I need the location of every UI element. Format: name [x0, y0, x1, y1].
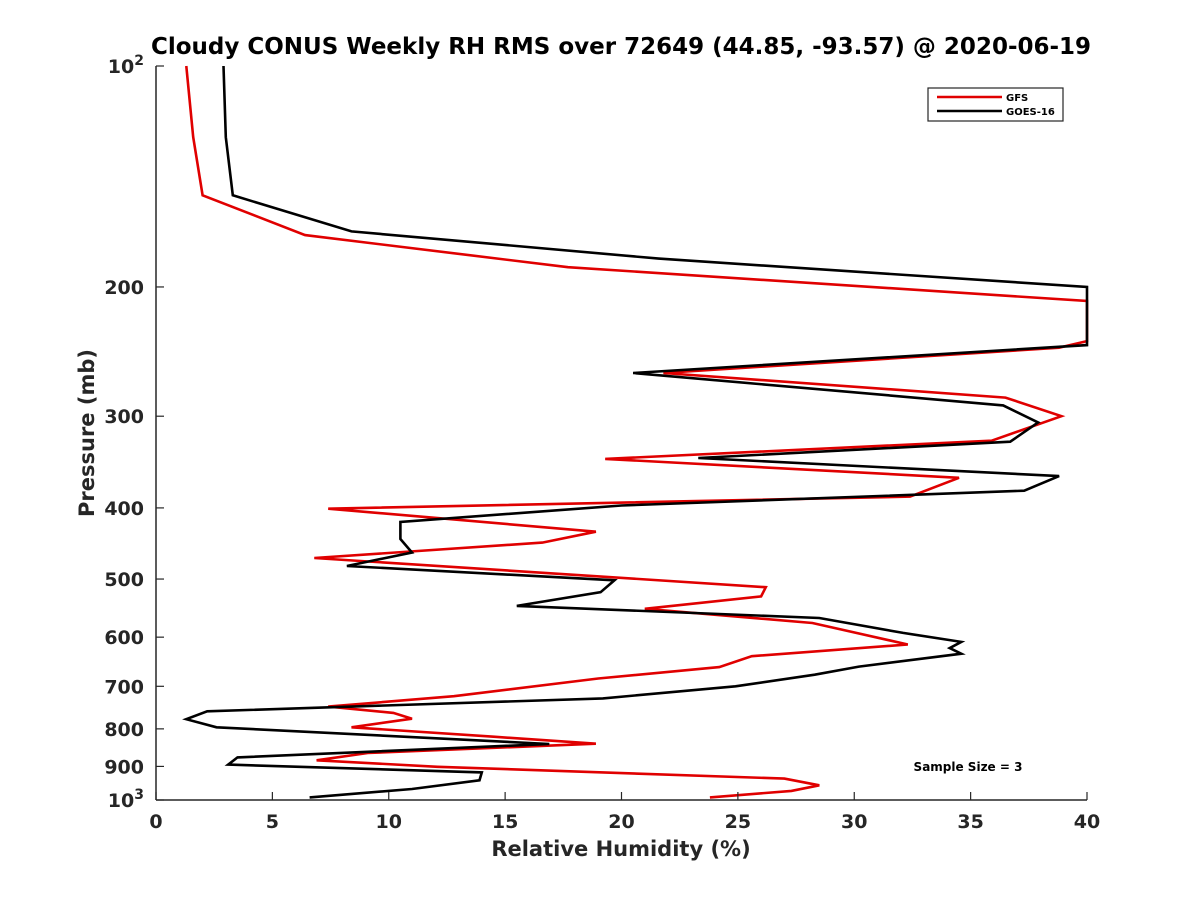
legend-label-goes16: GOES-16: [1006, 107, 1055, 118]
x-tick-label: 25: [725, 811, 751, 833]
series-line-goes16: [182, 65, 1089, 799]
y-tick-label: 200: [104, 277, 144, 299]
x-axis-ticks: 0 5 10 15 20 25 30 35 40: [149, 792, 1100, 833]
y-tick-label: 900: [104, 756, 144, 778]
x-tick-label: 15: [492, 811, 518, 833]
y-tick-label: 103: [108, 787, 144, 812]
x-tick-label: 30: [841, 811, 867, 833]
chart-title: Cloudy CONUS Weekly RH RMS over 72649 (4…: [151, 34, 1091, 60]
legend-label-gfs: GFS: [1006, 93, 1028, 104]
y-axis-ticks: 102 200 300 400 500 600 700 800 900 103: [104, 53, 164, 812]
x-tick-label: 20: [608, 811, 634, 833]
x-tick-label: 10: [376, 811, 402, 833]
x-tick-label: 40: [1074, 811, 1100, 833]
legend-box: [927, 87, 1064, 122]
x-tick-label: 5: [266, 811, 279, 833]
y-axis-label: Pressure (mb): [75, 349, 99, 517]
y-tick-label: 700: [104, 676, 144, 698]
x-axis-label: Relative Humidity (%): [491, 837, 750, 861]
plot-background: [156, 66, 1087, 800]
y-tick-label: 400: [104, 498, 144, 520]
legend: GFS GOES-16: [927, 87, 1064, 122]
x-tick-label: 0: [149, 811, 162, 833]
series-layer: [182, 65, 1089, 799]
y-tick-label: 800: [104, 719, 144, 741]
y-tick-label: 300: [104, 406, 144, 428]
y-tick-label: 500: [104, 569, 144, 591]
plot-area: 0 5 10 15 20 25 30 35 40 102 200 300 400 500 600 700 80…: [104, 53, 1100, 833]
y-tick-label: 600: [104, 627, 144, 649]
sample-size-annotation: Sample Size = 3: [914, 760, 1023, 774]
y-tick-label: 102: [108, 53, 144, 78]
x-tick-label: 35: [957, 811, 983, 833]
